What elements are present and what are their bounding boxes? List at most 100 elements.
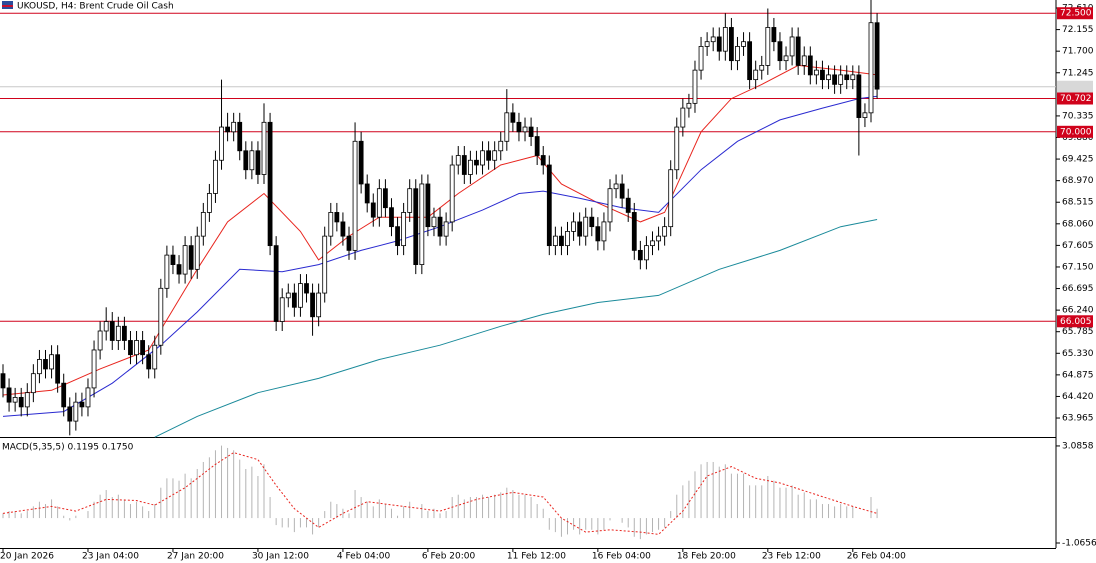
candle-body: [644, 245, 649, 261]
candle-body: [692, 69, 698, 104]
candle-body: [704, 41, 710, 47]
candle-body: [291, 292, 297, 308]
x-tick-label: 26 Feb 04:00: [847, 552, 906, 562]
candle-body: [552, 235, 558, 247]
candle-body: [97, 330, 103, 351]
candle-body: [279, 297, 285, 322]
candle-body: [37, 359, 42, 375]
candle-body: [328, 212, 334, 237]
y-tick-label: 71.245: [1062, 68, 1094, 78]
candle-body: [140, 340, 146, 356]
candle-body: [115, 325, 121, 341]
candle-body: [346, 235, 352, 251]
candle-body: [243, 150, 249, 171]
x-tick-label: 27 Jan 20:00: [167, 552, 224, 562]
candle-body: [741, 41, 746, 47]
y-tick-label: 66.695: [1062, 284, 1094, 294]
candle-body: [771, 27, 777, 43]
candle-body: [322, 235, 328, 294]
candle-body: [807, 55, 813, 76]
level-label: 70.000: [1060, 127, 1092, 137]
candle-body: [103, 321, 109, 332]
candle-body: [6, 387, 12, 403]
candle-body: [528, 126, 534, 137]
candle-body: [225, 126, 230, 133]
candle-body: [589, 216, 595, 228]
candle-body: [680, 107, 686, 128]
candle-body: [662, 226, 668, 237]
candle-body: [389, 207, 394, 228]
y-tick-label: 68.515: [1062, 198, 1094, 208]
candle-body: [164, 254, 170, 289]
x-tick-label: 20 Jan 2026: [0, 552, 54, 562]
candle-body: [735, 46, 740, 62]
candle-body: [716, 36, 722, 52]
candle-body: [747, 41, 753, 81]
candle-body: [134, 340, 139, 356]
y-tick-label: 67.150: [1062, 262, 1094, 272]
candle-body: [546, 164, 552, 247]
level-label-box: [1057, 315, 1093, 328]
candle-body: [419, 183, 425, 265]
candle-body: [698, 46, 704, 71]
candle-body: [67, 406, 73, 422]
candle-body: [729, 27, 734, 62]
x-tick-label: 11 Feb 12:00: [507, 552, 566, 562]
candle-body: [206, 193, 212, 213]
candle-body: [480, 150, 485, 166]
candle-body: [504, 112, 510, 142]
candle-body: [789, 36, 795, 57]
candle-body: [24, 392, 30, 408]
candle-body: [237, 121, 243, 152]
candle-body: [710, 36, 716, 43]
candle-body: [443, 221, 449, 237]
candle-body: [656, 235, 661, 242]
candle-body: [583, 216, 589, 237]
candle-body: [200, 212, 206, 237]
candle-body: [334, 212, 340, 223]
candle-body: [249, 150, 255, 171]
candle-body: [631, 212, 637, 251]
x-tick-label: 23 Feb 12:00: [762, 552, 821, 562]
candle-body: [49, 354, 54, 370]
level-label: 70.702: [1060, 94, 1092, 104]
candle-body: [128, 340, 133, 356]
icon-stripe: [2, 5, 13, 7]
candle-body: [874, 22, 880, 90]
candle-body: [607, 188, 613, 223]
level-label-box: [1057, 7, 1093, 20]
candle-body: [601, 221, 607, 242]
candle-body: [267, 121, 273, 247]
candle-body: [510, 112, 516, 123]
y-tick-label: 69.425: [1062, 155, 1094, 165]
candle-body: [467, 159, 473, 175]
candle-body: [826, 74, 831, 81]
candle-body: [795, 36, 801, 66]
x-tick-label: 4 Feb 04:00: [337, 552, 391, 562]
candle-body: [686, 102, 692, 109]
moving-average: [154, 219, 878, 438]
candle-body: [516, 121, 522, 133]
symbol-icon: [2, 1, 13, 9]
candle-body: [625, 197, 631, 213]
macd-signal: [2, 452, 878, 535]
candle-body: [486, 150, 492, 161]
y-tick-label: 70.335: [1062, 111, 1094, 121]
candle-body: [431, 216, 437, 228]
candle-body: [146, 354, 152, 370]
candle-body: [255, 150, 261, 175]
candle-body: [413, 188, 419, 265]
candle-body: [152, 344, 158, 370]
candle-body: [316, 292, 322, 318]
candle-body: [261, 121, 267, 175]
y-tick-label: 64.420: [1062, 392, 1094, 402]
candle-body: [534, 136, 540, 156]
candle-body: [401, 212, 407, 247]
candle-body: [285, 292, 291, 299]
candle-body: [79, 401, 85, 408]
candle-body: [449, 164, 455, 223]
macd-title: MACD(5,35,5) 0.1195 0.1750: [2, 443, 134, 453]
y-tick-label: 72.155: [1062, 25, 1094, 35]
candle-body: [425, 183, 431, 228]
candle-body: [219, 126, 224, 161]
